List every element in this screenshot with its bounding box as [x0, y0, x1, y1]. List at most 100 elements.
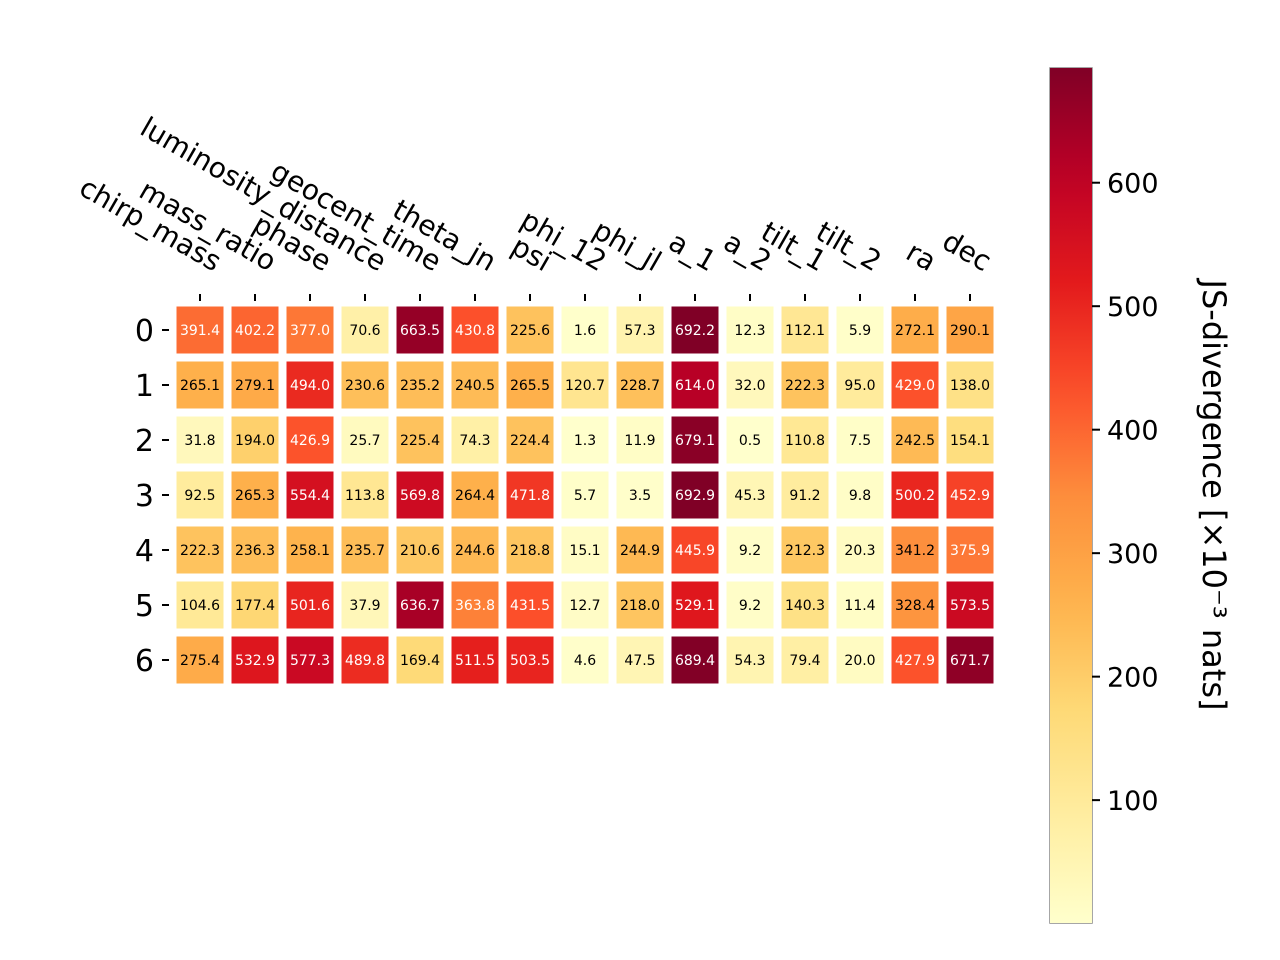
- heatmap-cell: [396, 306, 444, 354]
- cell-value-label: 511.5: [455, 653, 495, 669]
- heatmap-cell: [781, 306, 829, 354]
- heatmap-cell: [616, 361, 664, 409]
- row-label: 3: [135, 479, 154, 514]
- heatmap-cell: [946, 471, 994, 519]
- heatmap-cell: [836, 306, 884, 354]
- heatmap-cell: [671, 636, 719, 684]
- cell-value-label: 120.7: [565, 378, 605, 394]
- heatmap-cell: [561, 361, 609, 409]
- heatmap-cell: [176, 471, 224, 519]
- column-label: tilt_2: [810, 215, 887, 278]
- cell-value-label: 92.5: [184, 488, 215, 504]
- heatmap-cell: [726, 471, 774, 519]
- heatmap-cell: [341, 361, 389, 409]
- cell-value-label: 54.3: [734, 653, 765, 669]
- cell-value-label: 429.0: [895, 378, 935, 394]
- heatmap-cell: [891, 581, 939, 629]
- cell-value-label: 272.1: [895, 323, 935, 339]
- row-label: 0: [135, 314, 154, 349]
- heatmap-cell: [341, 526, 389, 574]
- heatmap-cell: [616, 471, 664, 519]
- heatmap-cell: [506, 526, 554, 574]
- cell-value-label: 692.2: [675, 323, 715, 339]
- heatmap-cell: [231, 416, 279, 464]
- cell-value-label: 636.7: [400, 598, 440, 614]
- cell-value-label: 79.4: [789, 653, 820, 669]
- cell-value-label: 212.3: [785, 543, 825, 559]
- cell-value-label: 258.1: [290, 543, 330, 559]
- heatmap-cell: [671, 306, 719, 354]
- heatmap-cell: [341, 636, 389, 684]
- heatmap-cell: [341, 581, 389, 629]
- heatmap-cell: [616, 636, 664, 684]
- heatmap-cell: [946, 306, 994, 354]
- heatmap-cell: [561, 416, 609, 464]
- cell-value-label: 218.0: [620, 598, 660, 614]
- heatmap-cell: [286, 306, 334, 354]
- cell-value-label: 235.2: [400, 378, 440, 394]
- heatmap-cell: [561, 526, 609, 574]
- cell-value-label: 169.4: [400, 653, 440, 669]
- cell-value-label: 210.6: [400, 543, 440, 559]
- cell-value-label: 501.6: [290, 598, 330, 614]
- cell-value-label: 290.1: [950, 323, 990, 339]
- heatmap-cell: [726, 581, 774, 629]
- cell-value-label: 225.6: [510, 323, 550, 339]
- heatmap-cell: [561, 581, 609, 629]
- cell-value-label: 32.0: [734, 378, 765, 394]
- heatmap-cell: [726, 361, 774, 409]
- heatmap-cell: [451, 526, 499, 574]
- heatmap-cell: [176, 526, 224, 574]
- cell-value-label: 9.2: [739, 543, 761, 559]
- heatmap-cell: [451, 636, 499, 684]
- heatmap-cell: [231, 581, 279, 629]
- cell-value-label: 31.8: [184, 433, 215, 449]
- heatmap-cell: [616, 416, 664, 464]
- heatmap-cell: [231, 471, 279, 519]
- column-label: a_1: [663, 225, 722, 278]
- cell-value-label: 47.5: [624, 653, 655, 669]
- heatmap-cell: [286, 471, 334, 519]
- cell-value-label: 375.9: [950, 543, 990, 559]
- heatmap-cell: [836, 581, 884, 629]
- cell-value-label: 5.9: [849, 323, 871, 339]
- cell-value-label: 12.7: [569, 598, 600, 614]
- heatmap-cell: [176, 361, 224, 409]
- colorbar-tick-label: 300: [1107, 539, 1159, 570]
- cell-value-label: 503.5: [510, 653, 550, 669]
- heatmap-cell: [506, 581, 554, 629]
- heatmap-cell: [671, 361, 719, 409]
- column-labels: chirp_massmass_ratiophaseluminosity_dist…: [74, 110, 997, 278]
- heatmap-cell: [946, 581, 994, 629]
- cell-value-label: 679.1: [675, 433, 715, 449]
- heatmap-cell: [561, 471, 609, 519]
- cell-value-label: 671.7: [950, 653, 990, 669]
- heatmap-cell: [836, 471, 884, 519]
- cell-value-label: 391.4: [180, 323, 220, 339]
- heatmap-cell: [561, 636, 609, 684]
- heatmap-cell: [726, 526, 774, 574]
- heatmap-cell: [671, 526, 719, 574]
- cell-value-label: 177.4: [235, 598, 275, 614]
- heatmap-cell: [781, 636, 829, 684]
- heatmap-cell: [891, 526, 939, 574]
- cell-value-label: 402.2: [235, 323, 275, 339]
- heatmap-cell: [286, 581, 334, 629]
- heatmap-cell: [176, 416, 224, 464]
- cell-value-label: 222.3: [785, 378, 825, 394]
- cell-value-label: 244.9: [620, 543, 660, 559]
- colorbar-label: JS-divergence [×10⁻³ nats]: [1195, 278, 1233, 711]
- colorbar: 100 200 300 400 500 600: [1049, 67, 1159, 924]
- heatmap-cell: [396, 526, 444, 574]
- cell-value-label: 471.8: [510, 488, 550, 504]
- heatmap-cell: [781, 361, 829, 409]
- cell-value-label: 113.8: [345, 488, 385, 504]
- heatmap-cell: [506, 416, 554, 464]
- heatmap-cell: [946, 416, 994, 464]
- cell-value-label: 9.8: [849, 488, 871, 504]
- heatmap-cell: [286, 526, 334, 574]
- cell-value-label: 225.4: [400, 433, 440, 449]
- cell-value-label: 228.7: [620, 378, 660, 394]
- cell-value-label: 275.4: [180, 653, 220, 669]
- cell-value-label: 20.0: [844, 653, 875, 669]
